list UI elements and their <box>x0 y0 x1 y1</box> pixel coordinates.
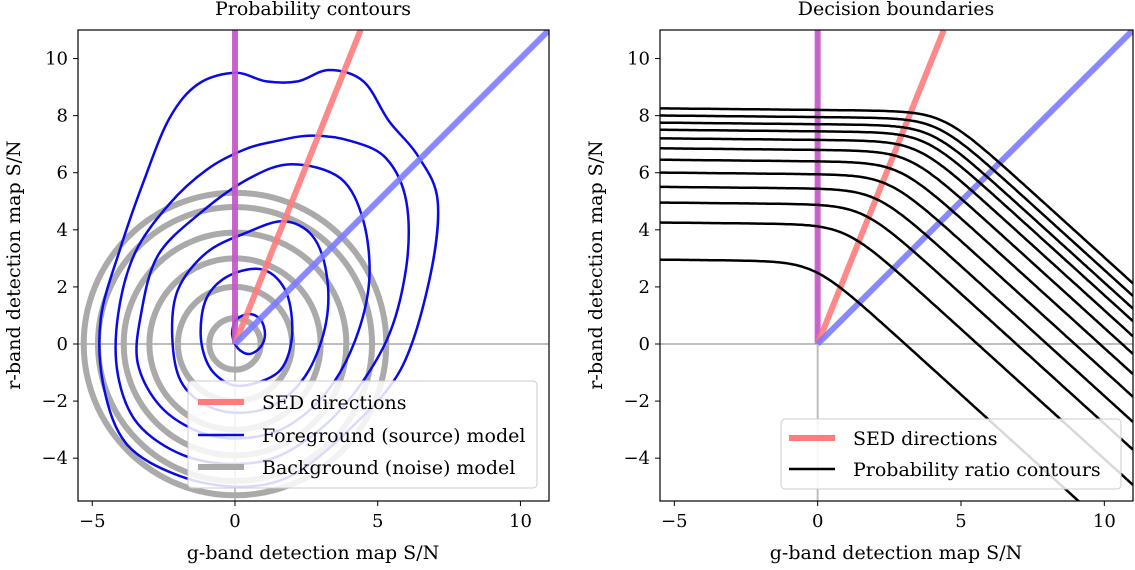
left-x-axis-label: g-band detection map S/N <box>187 542 439 564</box>
right-sed-line-diagonal <box>815 30 1133 347</box>
probability-ratio-contour <box>660 221 1133 486</box>
left-y-tick-label: 8 <box>57 106 68 127</box>
left-x-tick-label: 5 <box>372 511 383 532</box>
right-sed-line-steep <box>814 30 947 346</box>
left-y-tick-label: 0 <box>57 334 68 355</box>
probability-ratio-contour <box>660 121 1133 310</box>
left-legend: SED directions Foreground (source) model… <box>187 380 538 489</box>
left-panel: Probability contours −5 0 5 10 −4 −2 0 2 4 6 8 10 g… <box>3 0 550 564</box>
foreground-contour <box>114 134 410 466</box>
right-x-tick-label: −5 <box>661 511 688 532</box>
left-y-tick-label: 6 <box>57 163 68 184</box>
left-sed-line-steep <box>232 30 364 346</box>
left-legend-box <box>187 380 538 489</box>
left-x-tick-label: −5 <box>79 511 106 532</box>
right-y-tick-label: 8 <box>639 106 650 127</box>
probability-ratio-contour <box>660 258 1081 501</box>
probability-ratio-contour <box>660 107 1133 285</box>
foreground-contour <box>135 162 371 440</box>
right-chart-title: Decision boundaries <box>798 0 994 20</box>
right-legend-contour-label: Probability ratio contours <box>853 459 1101 481</box>
probability-ratio-contour <box>660 201 1133 451</box>
left-sed-direction-lines <box>232 30 549 347</box>
left-legend-sed-label: SED directions <box>262 392 407 414</box>
right-legend-sed-label: SED directions <box>853 428 998 450</box>
right-panel: Decision boundaries −5 0 5 10 −4 −2 0 2 4 6 8 10 g-… <box>585 0 1134 564</box>
foreground-contour <box>199 267 294 388</box>
left-sed-line-diagonal <box>232 30 549 347</box>
right-y-tick-label: −2 <box>623 391 650 412</box>
left-chart-title: Probability contours <box>215 0 411 20</box>
right-x-tick-label: 0 <box>812 511 823 532</box>
left-y-tick-label: 2 <box>57 277 68 298</box>
right-y-tick-label: 0 <box>639 334 650 355</box>
left-legend-background-label: Background (noise) model <box>262 457 515 479</box>
foreground-model-contours <box>98 68 440 488</box>
right-y-tick-label: 4 <box>639 220 650 241</box>
right-x-axis-label: g-band detection map S/N <box>770 542 1022 564</box>
right-sed-direction-lines <box>814 30 1133 347</box>
right-x-tick-label: 5 <box>955 511 966 532</box>
left-legend-foreground-label: Foreground (source) model <box>262 425 525 447</box>
left-y-tick-label: −4 <box>41 448 68 469</box>
right-y-tick-label: −4 <box>623 448 650 469</box>
probability-ratio-contour <box>660 158 1133 376</box>
probability-ratio-contour <box>660 114 1133 297</box>
probability-ratio-contour <box>660 185 1133 423</box>
right-y-tick-label: 2 <box>639 277 650 298</box>
left-plot-frame <box>77 29 550 502</box>
probability-ratio-contour <box>660 147 1133 355</box>
left-y-tick-label: 4 <box>57 220 68 241</box>
probability-ratio-contour <box>660 128 1133 323</box>
right-axis-ticks: −5 0 5 10 −4 −2 0 2 4 6 8 10 <box>623 49 1115 532</box>
right-legend-box <box>780 418 1122 490</box>
right-y-tick-label: 10 <box>627 49 650 70</box>
right-plot-frame <box>659 29 1134 502</box>
left-y-axis-label: r-band detection map S/N <box>3 140 25 389</box>
foreground-contour <box>170 220 330 415</box>
probability-ratio-contour <box>660 171 1133 398</box>
right-y-axis-label: r-band detection map S/N <box>585 140 607 389</box>
right-x-tick-label: 10 <box>1093 511 1116 532</box>
left-x-tick-label: 10 <box>509 511 532 532</box>
right-y-tick-label: 6 <box>639 163 650 184</box>
right-legend: SED directions Probability ratio contour… <box>780 418 1122 490</box>
left-x-tick-label: 0 <box>229 511 240 532</box>
probability-ratio-contour <box>660 137 1133 338</box>
left-y-tick-label: −2 <box>41 391 68 412</box>
foreground-contour <box>98 68 440 488</box>
left-y-tick-label: 10 <box>45 49 68 70</box>
left-axis-ticks: −5 0 5 10 −4 −2 0 2 4 6 8 10 <box>41 49 531 532</box>
probability-ratio-contours <box>660 107 1133 501</box>
